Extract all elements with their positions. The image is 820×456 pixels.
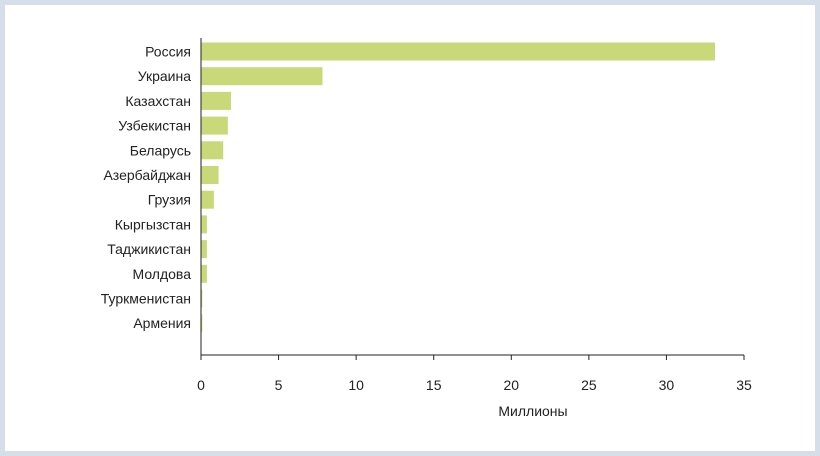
bar-0 [201, 42, 716, 61]
bar-4 [201, 141, 224, 160]
bar-10 [201, 289, 203, 308]
category-label: Казахстан [125, 93, 191, 109]
bars-group [201, 42, 716, 333]
bar-2 [201, 91, 231, 110]
category-label: Молдова [133, 266, 192, 282]
bar-1 [201, 67, 323, 86]
bar-7 [201, 215, 207, 234]
category-label: Беларусь [130, 142, 191, 158]
x-axis-title: Миллионы [498, 403, 567, 419]
x-tick-label: 25 [581, 377, 597, 393]
x-tick-label: 30 [659, 377, 675, 393]
category-label: Россия [145, 44, 191, 60]
category-label: Узбекистан [118, 118, 191, 134]
bar-6 [201, 190, 214, 209]
x-tick-labels: 0 5 10 15 20 25 30 35 [197, 377, 752, 393]
x-tick-label: 20 [503, 377, 519, 393]
bar-5 [201, 166, 219, 184]
category-label: Украина [138, 68, 192, 84]
category-label: Туркменистан [101, 291, 191, 307]
x-tick-label: 15 [426, 377, 442, 393]
category-label: Армения [133, 315, 191, 331]
bar-8 [201, 240, 207, 259]
category-label: Кыргызстан [115, 216, 191, 232]
category-label: Азербайджан [103, 167, 191, 183]
bar-11 [201, 314, 203, 333]
x-tick-label: 5 [275, 377, 283, 393]
bar-3 [201, 116, 228, 135]
category-label: Таджикистан [107, 241, 191, 257]
category-label: Грузия [148, 192, 191, 208]
x-tick-label: 10 [348, 377, 364, 393]
x-tick-label: 0 [197, 377, 205, 393]
x-ticks [200, 355, 745, 360]
category-labels: Россия Украина Казахстан Узбекистан Беларусь… [101, 44, 191, 332]
x-tick-label: 35 [736, 377, 752, 393]
bar-9 [201, 264, 207, 283]
